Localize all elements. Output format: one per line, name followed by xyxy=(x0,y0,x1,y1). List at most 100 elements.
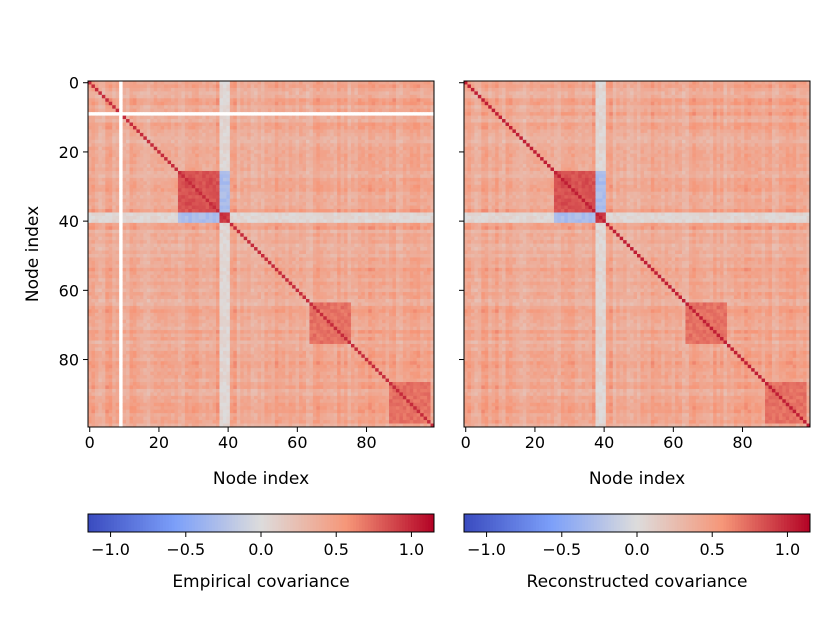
heatmap-cell xyxy=(219,202,224,206)
heatmap-cell xyxy=(392,167,397,172)
heatmap-cell xyxy=(312,146,317,151)
heatmap-cell xyxy=(427,177,431,182)
heatmap-cell xyxy=(226,84,231,89)
heatmap-cell xyxy=(119,184,123,189)
heatmap-cell xyxy=(375,108,380,113)
heatmap-cell xyxy=(219,177,224,182)
heatmap-cell xyxy=(146,195,151,200)
heatmap-cell xyxy=(312,188,317,193)
heatmap-cell xyxy=(98,153,103,158)
heatmap-cell xyxy=(354,222,359,227)
heatmap-cell xyxy=(402,236,407,241)
heatmap-cell xyxy=(119,219,123,224)
heatmap-cell xyxy=(288,160,293,165)
heatmap-cell xyxy=(191,119,196,123)
heatmap-cell xyxy=(378,191,383,196)
heatmap-cell xyxy=(157,136,162,141)
heatmap-cell xyxy=(368,81,373,85)
heatmap-cell xyxy=(340,108,345,113)
heatmap-cell xyxy=(309,157,314,161)
heatmap-cell xyxy=(236,209,241,213)
heatmap-cell xyxy=(198,205,203,210)
heatmap-cell xyxy=(254,247,258,251)
heatmap-cell xyxy=(177,209,182,213)
heatmap-cell xyxy=(361,174,366,179)
heatmap-cell xyxy=(350,146,355,151)
heatmap-cell xyxy=(129,215,134,220)
heatmap-cell xyxy=(181,119,186,123)
heatmap-cell xyxy=(305,81,310,85)
heatmap-cell xyxy=(236,119,241,123)
heatmap-cell xyxy=(271,112,276,116)
heatmap-cell xyxy=(427,81,431,85)
heatmap-cell xyxy=(344,157,348,161)
heatmap-cell xyxy=(219,160,224,165)
heatmap-cell xyxy=(427,226,431,231)
heatmap-cell xyxy=(153,219,158,224)
heatmap-cell xyxy=(139,91,144,96)
heatmap-cell xyxy=(278,143,283,148)
heatmap-cell xyxy=(216,236,220,241)
heatmap-cell xyxy=(319,191,324,196)
heatmap-cell xyxy=(101,233,106,238)
heatmap-cell xyxy=(101,243,106,248)
heatmap-cell xyxy=(420,136,425,141)
heatmap-cell xyxy=(274,101,279,106)
heatmap-cell xyxy=(105,181,110,186)
heatmap-cell xyxy=(378,181,383,186)
heatmap-cell xyxy=(261,236,265,241)
heatmap-cell xyxy=(371,219,376,224)
heatmap-cell xyxy=(195,157,200,161)
heatmap-cell xyxy=(164,202,168,206)
heatmap-cell xyxy=(350,198,355,203)
heatmap-cell xyxy=(364,108,369,113)
heatmap-cell xyxy=(205,146,210,151)
heatmap-cell xyxy=(174,240,179,245)
heatmap-cell xyxy=(174,181,179,186)
heatmap-cell xyxy=(94,136,99,141)
heatmap-cell xyxy=(274,236,279,241)
heatmap-cell xyxy=(257,215,262,220)
heatmap-cell xyxy=(226,132,231,137)
heatmap-cell xyxy=(406,191,411,196)
heatmap-cell xyxy=(364,146,369,151)
heatmap-cell xyxy=(108,198,113,203)
heatmap-cell xyxy=(312,160,317,165)
heatmap-cell xyxy=(427,164,431,168)
heatmap-cell xyxy=(129,132,134,137)
heatmap-cell xyxy=(389,115,393,120)
heatmap-cell xyxy=(115,222,120,227)
heatmap-cell xyxy=(375,222,380,227)
heatmap-cell xyxy=(330,167,335,172)
heatmap-cell xyxy=(416,81,421,85)
heatmap-cell xyxy=(243,247,248,251)
heatmap-cell xyxy=(323,84,328,89)
heatmap-cell xyxy=(98,98,103,103)
heatmap-cell xyxy=(267,233,272,238)
heatmap-cell xyxy=(350,233,355,238)
heatmap-cell xyxy=(274,174,279,179)
heatmap-cell xyxy=(198,84,203,89)
heatmap-cell xyxy=(402,202,407,206)
heatmap-cell xyxy=(423,101,428,106)
heatmap-cell xyxy=(274,84,279,89)
heatmap-cell xyxy=(319,157,324,161)
heatmap-cell xyxy=(101,240,106,245)
heatmap-cell xyxy=(302,108,307,113)
heatmap-cell xyxy=(91,105,96,110)
heatmap-cell xyxy=(191,174,196,179)
heatmap-cell xyxy=(226,236,231,241)
heatmap-cell xyxy=(385,229,390,234)
heatmap-cell xyxy=(184,247,189,251)
heatmap-cell xyxy=(340,132,345,137)
heatmap-cell xyxy=(316,125,321,130)
heatmap-cell xyxy=(354,236,359,241)
heatmap-cell xyxy=(267,219,272,224)
heatmap-cell xyxy=(146,174,151,179)
heatmap-cell xyxy=(195,98,200,103)
heatmap-cell xyxy=(399,170,404,175)
heatmap-cell xyxy=(188,136,193,141)
heatmap-cell xyxy=(171,226,175,231)
heatmap-cell xyxy=(264,122,269,127)
heatmap-cell xyxy=(389,195,393,200)
